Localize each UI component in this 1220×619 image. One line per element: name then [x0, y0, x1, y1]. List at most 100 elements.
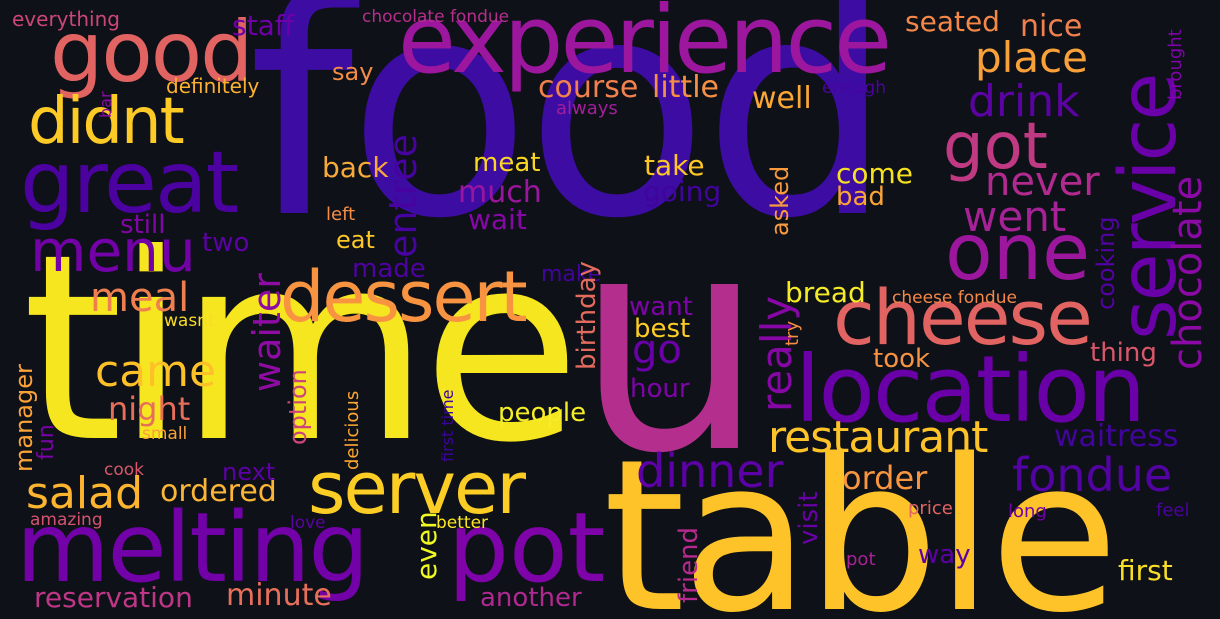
word-nice: nice [1020, 9, 1083, 44]
word-menu: menu [30, 217, 196, 285]
word-long: long [1008, 501, 1047, 522]
word-delicious: delicious [342, 390, 363, 470]
word-table: table [603, 414, 1119, 619]
word-hour: hour [630, 374, 690, 404]
word-definitely: definitely [166, 74, 260, 98]
word-seated: seated [905, 5, 1000, 38]
word-pot-small: pot [846, 549, 876, 570]
word-wait: wait [468, 203, 527, 236]
word-bad: bad [836, 182, 885, 212]
word-ordered: ordered [160, 474, 277, 509]
word-cooking: cooking [1092, 216, 1120, 310]
word-reservation: reservation [34, 581, 193, 614]
word-say: say [332, 58, 374, 86]
word-try: try [782, 320, 803, 346]
word-location: location [795, 336, 1146, 443]
word-make: make [541, 262, 602, 287]
word-really: really [752, 295, 801, 412]
word-night: night [108, 390, 191, 428]
word-minute: minute [226, 578, 332, 613]
word-back: back [322, 151, 389, 184]
word-first-time: first time [438, 389, 457, 463]
word-another: another [480, 583, 582, 613]
word-one: one [945, 208, 1091, 298]
word-love: love [290, 513, 326, 533]
word-next: next [222, 458, 276, 486]
word-melting: melting [16, 492, 369, 604]
word-server: server [308, 446, 526, 530]
word-bread: bread [785, 276, 866, 309]
word-restaurant: restaurant [768, 412, 988, 463]
word-going: going [643, 175, 722, 208]
word-meal: meal [90, 275, 190, 321]
word-staff: staff [232, 9, 295, 42]
word-cook: cook [104, 460, 144, 480]
word-eat: eat [336, 226, 375, 254]
word-manager: manager [10, 364, 38, 472]
word-went: went [963, 192, 1067, 241]
word-dinner: dinner [636, 444, 784, 498]
word-bar: bar [96, 91, 115, 118]
word-waitress: waitress [1054, 419, 1179, 454]
word-thing: thing [1090, 338, 1157, 368]
word-come: come [836, 157, 914, 190]
word-left: left [326, 204, 356, 225]
word-great: great [20, 133, 239, 233]
word-order: order [842, 459, 928, 497]
word-two: two [202, 228, 250, 258]
word-price: price [908, 498, 953, 519]
word-took: took [873, 344, 931, 374]
word-waiter: waiter [245, 273, 289, 392]
word-fondue: fondue [1012, 448, 1173, 502]
word-asked: asked [766, 165, 794, 236]
word-visit: visit [794, 491, 824, 545]
word-chocolate: chocolate [1165, 175, 1211, 370]
word-place: place [975, 33, 1088, 82]
word-always: always [556, 98, 618, 119]
word-course: course [538, 70, 639, 105]
word-meat: meat [473, 148, 541, 178]
word-birthday: birthday [572, 261, 602, 370]
word-people: people [498, 398, 587, 428]
word-pot-large: pot [448, 492, 606, 604]
word-made: made [352, 254, 426, 284]
word-time: time [22, 199, 581, 499]
word-food: food [248, 0, 893, 284]
word-little: little [652, 70, 719, 105]
word-cheese: cheese [833, 273, 1093, 362]
word-chocolate-fondue: chocolate fondue [362, 7, 510, 27]
word-amazing: amazing [30, 510, 103, 530]
word-enough: enough [822, 78, 886, 98]
word-way: way [918, 540, 971, 570]
word-better: better [436, 513, 489, 533]
word-want: want [629, 292, 693, 322]
word-never: never [985, 159, 1100, 205]
word-didnt: didnt [28, 85, 185, 159]
word-small: small [142, 424, 188, 444]
word-everything: everything [12, 7, 120, 31]
word-best: best [634, 314, 691, 344]
word-well: well [752, 81, 812, 116]
word-drink: drink [968, 76, 1080, 127]
word-option: option [284, 369, 312, 445]
word-much: much [458, 175, 542, 210]
word-salad: salad [26, 468, 144, 519]
word-friend: friend [674, 526, 704, 603]
word-take: take [644, 149, 705, 182]
word-came: came [95, 346, 217, 397]
word-experience: experience [398, 0, 892, 95]
word-good: good [50, 3, 253, 101]
word-brought: brought [1165, 29, 1186, 100]
word-wasnt: wasnt [164, 311, 215, 331]
word-entree: entree [381, 134, 425, 258]
word-even: even [410, 511, 443, 580]
word-feel: feel [1156, 500, 1190, 521]
word-cheese-fondue: cheese fondue [892, 288, 1017, 308]
word-fun: fun [34, 424, 59, 460]
word-got: got [943, 110, 1048, 184]
word-first: first [1118, 554, 1173, 587]
word-still: still [120, 210, 166, 240]
word-dessert: dessert [280, 256, 528, 338]
word-go: go [632, 327, 682, 373]
